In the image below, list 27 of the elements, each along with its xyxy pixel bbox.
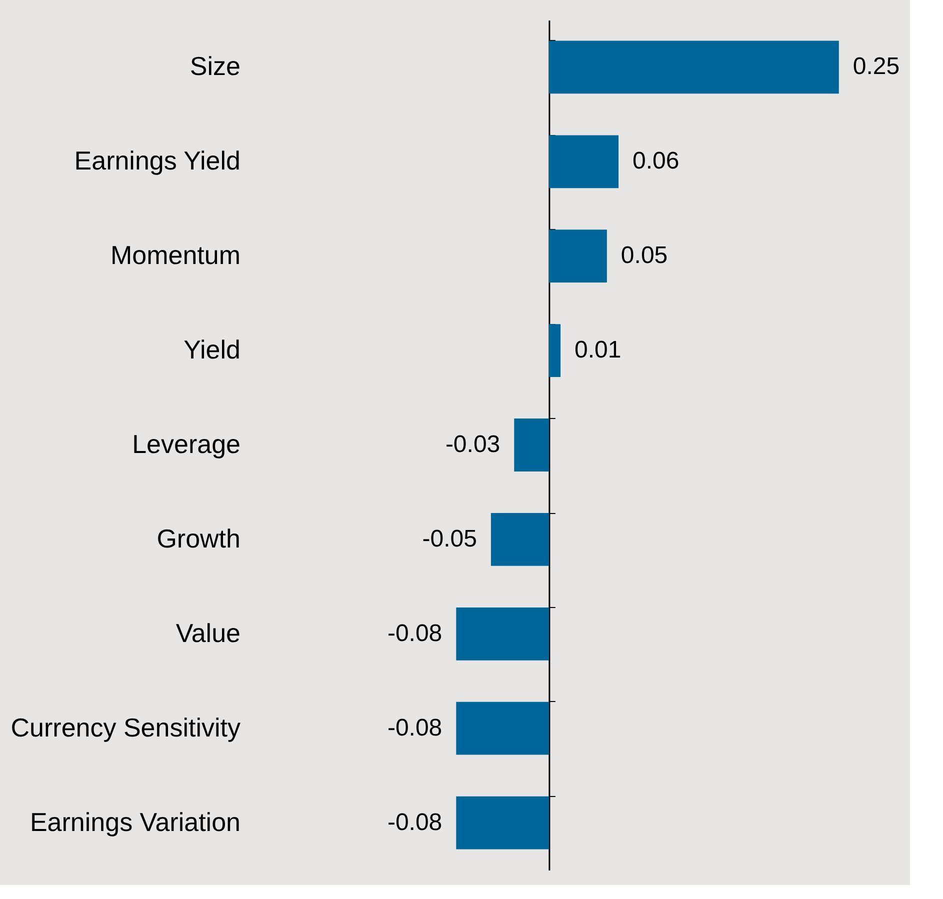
y-tick-label: Leverage [132, 429, 240, 459]
bar [548, 324, 561, 377]
bar [548, 135, 619, 188]
data-label: 0.05 [620, 242, 668, 270]
data-label: -0.05 [422, 525, 477, 552]
y-tick-label: Size [190, 51, 240, 82]
y-tick-label: Value [176, 618, 240, 648]
bar [548, 40, 839, 94]
bar [548, 230, 607, 283]
y-tick-label: Earnings Variation [30, 806, 240, 837]
bar [456, 607, 549, 660]
data-label: -0.08 [387, 620, 442, 647]
y-tick-label: Growth [156, 523, 240, 554]
data-label: 0.25 [852, 53, 900, 80]
data-label: 0.06 [632, 148, 680, 175]
bar [514, 418, 549, 472]
data-label: 0.01 [574, 336, 622, 364]
bar [490, 513, 549, 566]
bar [456, 702, 549, 755]
data-label: -0.08 [387, 808, 442, 836]
data-label: -0.08 [387, 714, 442, 742]
y-tick-label: Yield [184, 334, 240, 365]
bar [456, 796, 549, 850]
y-tick-label: Earnings Yield [74, 146, 240, 176]
y-tick-label: Currency Sensitivity [10, 712, 240, 742]
y-tick-label: Momentum [110, 240, 240, 270]
data-label: -0.03 [445, 431, 500, 458]
